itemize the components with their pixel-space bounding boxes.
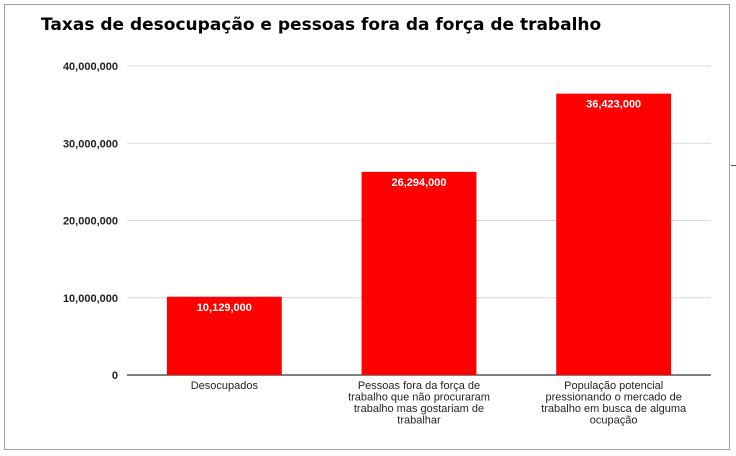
x-tick-label: trabalho que não procuraram: [348, 392, 490, 404]
x-axis-category-labels: Desocupados Pessoas fora da força detraba…: [191, 380, 687, 427]
x-tick-label: Pessoas fora da força de: [358, 380, 480, 392]
x-tick-label: trabalhar: [397, 415, 441, 427]
edge-tick-mark: [731, 165, 736, 166]
bar: [361, 171, 477, 375]
y-tick-label: 30,000,000: [63, 138, 118, 150]
bars: [166, 93, 672, 375]
y-axis-tick-labels: 0 10,000,000 20,000,000 30,000,000 40,000,00…: [63, 61, 118, 382]
x-tick-label: População potencial: [564, 380, 663, 392]
x-tick-label: pressionando o mercado de: [545, 392, 681, 404]
bar: [556, 93, 672, 375]
data-labels: 10,129,000 26,294,000 36,423,000: [197, 99, 641, 314]
bar: [166, 296, 282, 375]
y-tick-label: 20,000,000: [63, 216, 118, 228]
x-tick-label: ocupação: [590, 415, 638, 427]
data-label: 10,129,000: [197, 302, 252, 314]
data-label: 26,294,000: [391, 177, 446, 189]
y-tick-label: 0: [112, 370, 118, 382]
data-label: 36,423,000: [586, 99, 641, 111]
chart-title: Taxas de desocupação e pessoas fora da f…: [41, 15, 602, 35]
x-tick-label: trabalho mas gostariam de: [354, 403, 484, 415]
x-tick-label: trabalho em busca de alguma: [541, 403, 687, 415]
y-tick-label: 10,000,000: [63, 293, 118, 305]
x-tick-label: Desocupados: [191, 380, 259, 392]
y-tick-label: 40,000,000: [63, 61, 118, 73]
